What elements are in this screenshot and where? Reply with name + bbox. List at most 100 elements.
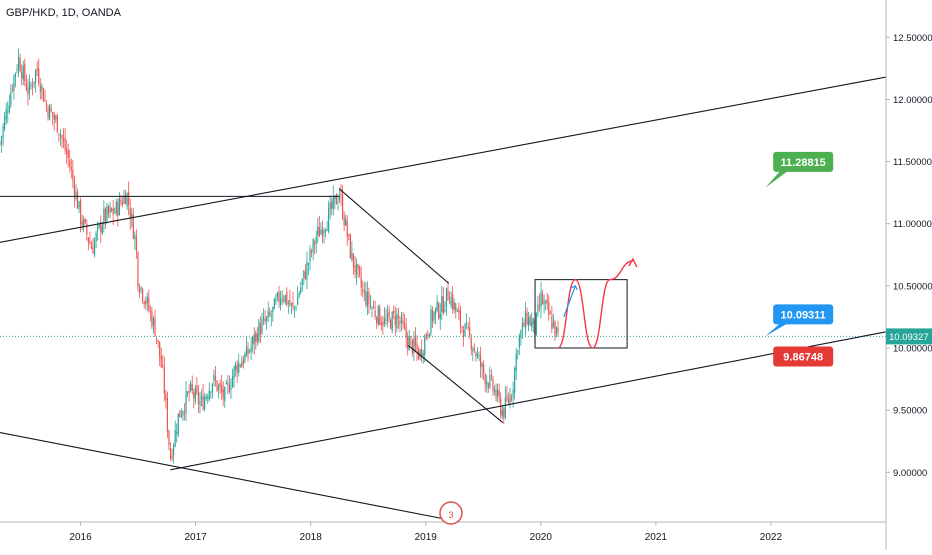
candle-body (262, 317, 265, 321)
candle-body (245, 345, 248, 357)
candle-body (70, 166, 72, 170)
candle-body (376, 317, 378, 324)
candle-body (248, 350, 251, 352)
candle-body (124, 195, 127, 205)
callout-red[interactable]: 9.86748 (765, 346, 834, 367)
candle-body (197, 391, 200, 404)
candle-body (526, 312, 528, 325)
trendline[interactable] (408, 345, 504, 423)
candle-body (441, 296, 443, 313)
candle-body (317, 226, 319, 235)
candle-body (4, 117, 6, 129)
candle-body (374, 310, 376, 317)
time-tick-label: 2016 (69, 532, 92, 543)
candle-body (462, 330, 465, 339)
candle-body (424, 336, 426, 356)
candle-body (146, 296, 148, 303)
candle-body (190, 383, 192, 391)
candle-body (169, 447, 172, 459)
candle-body (473, 347, 475, 351)
candle-body (549, 313, 551, 315)
candle-body (22, 65, 24, 80)
time-axis[interactable]: 2016 2017 2018 2019 2020 2021 2022 (0, 521, 886, 543)
candle-body (66, 148, 68, 154)
events-badge[interactable]: 3 (439, 501, 463, 525)
candle-body (540, 292, 542, 308)
candle-body (261, 320, 263, 334)
candle-body (107, 206, 110, 214)
trendlines-layer[interactable] (0, 76, 887, 523)
candle-body (461, 327, 463, 329)
price-tick-label: 12.00000 (893, 95, 932, 106)
projection-blue-path[interactable] (563, 285, 576, 318)
candle-body (145, 301, 147, 305)
candle-body (371, 307, 373, 309)
trendline[interactable] (0, 431, 461, 523)
last-price-tag[interactable]: 10.09327 (886, 328, 932, 345)
candle-body (363, 290, 365, 293)
candle-body (5, 109, 7, 120)
candle-body (0, 136, 3, 144)
candle-body (228, 384, 231, 393)
candle-body (318, 226, 320, 237)
price-tick-label: 10.50000 (893, 281, 932, 292)
candle-body (163, 366, 165, 394)
callout-blue[interactable]: 10.09311 (765, 304, 834, 337)
candle-body (314, 242, 316, 245)
candle-body (405, 326, 407, 338)
time-tick-label: 2022 (760, 532, 783, 543)
candle-body (554, 320, 556, 336)
projection-red-path[interactable] (557, 260, 633, 349)
candle-body (256, 333, 258, 343)
candle-body (487, 383, 489, 389)
candle-body (428, 333, 430, 338)
last-price-tag-label: 10.09327 (889, 332, 929, 343)
price-tick-label: 11.50000 (893, 157, 932, 168)
candle-body (439, 313, 441, 320)
candle-body (538, 304, 541, 306)
callout-green[interactable]: 11.28815 (765, 151, 834, 188)
callouts-layer[interactable]: 11.28815 10.09311 9.86748 (765, 151, 834, 367)
trendline[interactable] (0, 76, 887, 243)
trendline[interactable] (170, 331, 887, 471)
candle-body (115, 201, 117, 214)
candle-body (11, 88, 14, 90)
candle-body (14, 73, 17, 77)
callout-box[interactable] (773, 304, 834, 325)
candle-body (492, 378, 494, 391)
candle-body (309, 249, 311, 262)
symbol-title: GBP/HKD, 1D, OANDA (6, 7, 121, 19)
range-box[interactable] (534, 279, 628, 349)
candle-body (293, 306, 296, 309)
candle-body (383, 317, 386, 325)
candle-body (33, 81, 35, 85)
candle-body (273, 298, 275, 310)
candle-body (458, 309, 460, 313)
candle-body (334, 195, 336, 200)
projection-red-arrow (628, 257, 638, 268)
candle-body (414, 337, 417, 347)
candle-body (90, 245, 93, 249)
candle-body (391, 311, 393, 332)
events-badge-circle[interactable] (439, 501, 463, 525)
price-axis[interactable]: 12.50000 12.00000 11.50000 11.00000 10.50000… (885, 0, 932, 550)
candle-body (225, 382, 227, 385)
candle-body (174, 429, 176, 447)
candle-body (247, 348, 249, 355)
trendline[interactable] (339, 188, 450, 284)
candle-body (109, 207, 111, 213)
candle-body (366, 291, 368, 307)
callout-box[interactable] (773, 346, 834, 367)
candle-body (489, 375, 491, 387)
callout-box[interactable] (773, 151, 834, 172)
projection-layer[interactable] (557, 257, 638, 349)
candle-body (535, 312, 537, 335)
candle-body (202, 395, 204, 410)
candle-body (386, 313, 389, 321)
candle-body (179, 410, 181, 418)
candle-body (188, 390, 190, 393)
candle-body (216, 380, 218, 391)
candle-body (171, 455, 173, 459)
